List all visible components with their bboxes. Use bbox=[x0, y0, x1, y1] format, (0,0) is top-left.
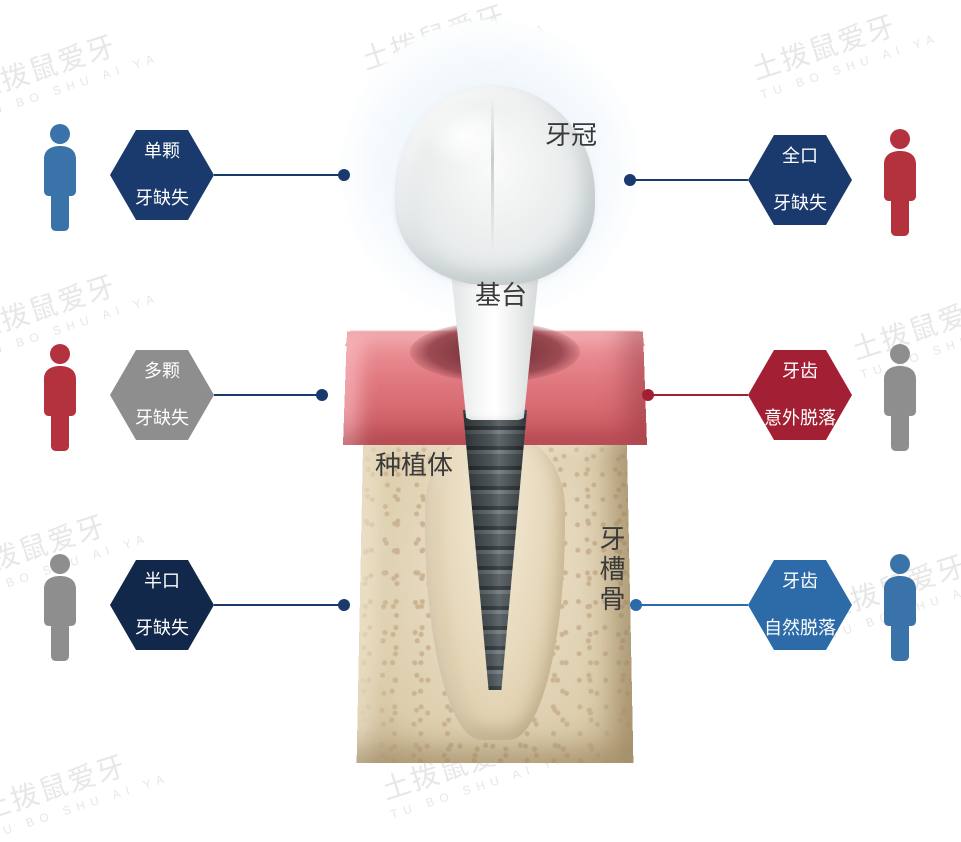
connector-multi-missing bbox=[214, 394, 322, 396]
person-icon bbox=[876, 342, 924, 452]
label-crown: 牙冠 bbox=[545, 115, 597, 152]
hex-label-line2: 牙缺失 bbox=[767, 192, 833, 215]
hex-label-line2: 自然脱落 bbox=[758, 617, 842, 640]
hex-label-line2: 牙缺失 bbox=[129, 187, 195, 210]
hex-full-missing: 全口牙缺失 bbox=[748, 135, 852, 225]
hex-label-line1: 半口 bbox=[129, 570, 195, 593]
hex-label-line2: 牙缺失 bbox=[129, 407, 195, 430]
hex-label-line2: 牙缺失 bbox=[129, 617, 195, 640]
connector-full-missing bbox=[630, 179, 748, 181]
watermark: 土拨鼠爱牙TU BO SHU AI YA bbox=[746, 0, 941, 102]
person-icon bbox=[876, 552, 924, 662]
watermark: 土拨鼠爱牙TU BO SHU AI YA bbox=[0, 12, 161, 121]
label-abutment: 基台 bbox=[475, 275, 527, 312]
person-icon bbox=[876, 127, 924, 237]
hex-label-line1: 牙齿 bbox=[758, 570, 842, 593]
hex-label-line1: 全口 bbox=[767, 145, 833, 168]
person-icon bbox=[36, 342, 84, 452]
label-implant: 种植体 bbox=[375, 445, 453, 482]
hex-accidental-loss: 牙齿意外脱落 bbox=[748, 350, 852, 440]
connector-accidental-loss bbox=[648, 394, 748, 396]
watermark: 土拨鼠爱牙TU BO SHU AI YA bbox=[0, 732, 171, 841]
hex-multi-missing: 多颗牙缺失 bbox=[110, 350, 214, 440]
connector-single-missing bbox=[214, 174, 344, 176]
hex-single-missing: 单颗牙缺失 bbox=[110, 130, 214, 220]
hex-label-line1: 多颗 bbox=[129, 360, 195, 383]
connector-natural-loss bbox=[636, 604, 748, 606]
implant-diagram bbox=[300, 30, 680, 750]
hex-half-missing: 半口牙缺失 bbox=[110, 560, 214, 650]
hex-label-line1: 牙齿 bbox=[758, 360, 842, 383]
connector-half-missing bbox=[214, 604, 344, 606]
hex-label-line1: 单颗 bbox=[129, 140, 195, 163]
label-bone: 牙槽骨 bbox=[593, 525, 630, 615]
person-icon bbox=[36, 552, 84, 662]
person-icon bbox=[36, 122, 84, 232]
hex-label-line2: 意外脱落 bbox=[758, 407, 842, 430]
hex-natural-loss: 牙齿自然脱落 bbox=[748, 560, 852, 650]
